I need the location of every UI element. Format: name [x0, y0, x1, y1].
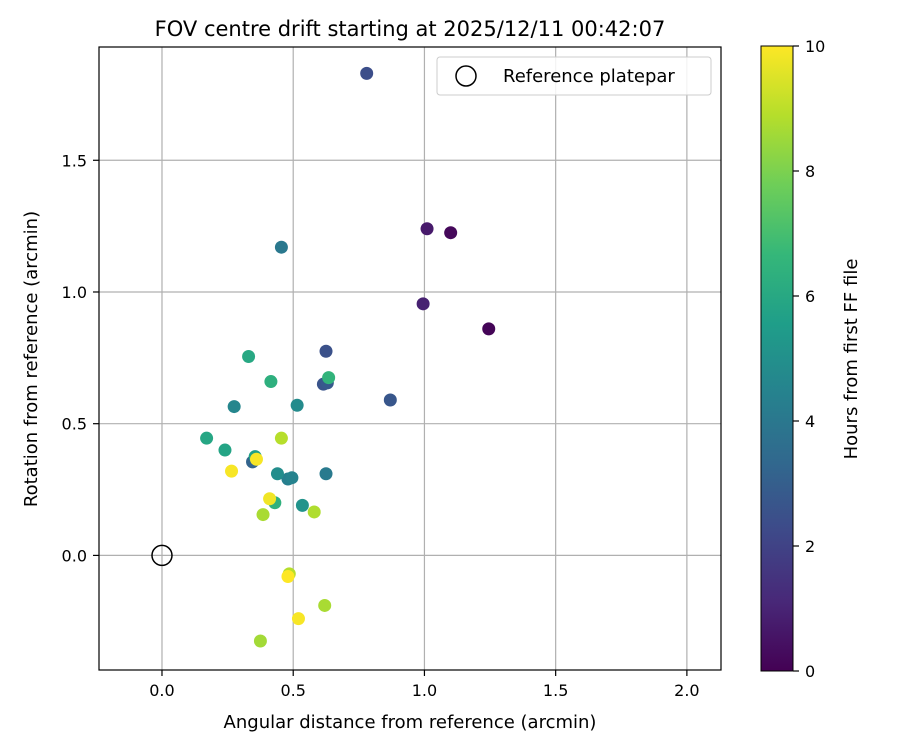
x-axis-label: Angular distance from reference (arcmin): [224, 712, 597, 733]
drift-point: [295, 498, 309, 512]
legend-reference-marker: [455, 65, 477, 87]
plot-area: [99, 47, 721, 670]
drift-point: [290, 398, 304, 412]
colorbar-tick-label: 8: [805, 162, 815, 181]
y-tick-label: 0.5: [62, 415, 87, 434]
y-axis-ticks: 0.0 0.5 1.0 1.5: [62, 151, 99, 565]
drift-point: [360, 66, 374, 80]
drift-point: [420, 222, 434, 236]
drift-point: [291, 612, 305, 626]
colorbar-tick-label: 6: [805, 287, 815, 306]
drift-point: [307, 505, 321, 519]
colorbar-ticks: 0 2 4 6 8 10: [793, 37, 825, 681]
x-tick-label: 0.0: [149, 681, 174, 700]
drift-point: [383, 393, 397, 407]
drift-point: [249, 452, 263, 466]
data-points: [200, 66, 496, 648]
y-tick-label: 0.0: [62, 546, 87, 565]
x-tick-label: 1.0: [412, 681, 437, 700]
drift-point: [225, 464, 239, 478]
colorbar-tick-label: 0: [805, 662, 815, 681]
reference-platepar-marker: [151, 544, 173, 567]
chart-title: FOV centre drift starting at 2025/12/11 …: [155, 17, 666, 41]
reference-marker-layer: [151, 544, 173, 567]
y-axis-label: Rotation from reference (arcmin): [21, 211, 42, 507]
drift-point: [322, 371, 336, 385]
x-tick-label: 2.0: [674, 681, 699, 700]
colorbar-tick-label: 4: [805, 412, 815, 431]
drift-point: [270, 467, 284, 481]
legend-box: [436, 56, 712, 96]
grid-lines: [99, 47, 721, 670]
y-tick-label: 1.0: [62, 283, 87, 302]
colorbar-label: Hours from first FF file: [841, 259, 862, 460]
colorbar: [760, 45, 794, 672]
drift-point: [218, 443, 232, 457]
drift-point: [444, 226, 458, 240]
plot-frame: [98, 46, 722, 671]
drift-point: [274, 240, 288, 254]
drift-point: [319, 467, 333, 481]
drift-point: [253, 634, 267, 648]
drift-point: [482, 322, 496, 336]
drift-point: [274, 431, 288, 445]
y-tick-label: 1.5: [62, 151, 87, 170]
drift-point: [200, 431, 214, 445]
drift-point: [281, 569, 295, 583]
drift-point: [242, 350, 256, 364]
drift-point: [264, 375, 278, 389]
legend: Reference platepar: [436, 56, 712, 96]
drift-point: [319, 344, 333, 358]
colorbar-tick-label: 2: [805, 537, 815, 556]
x-tick-label: 1.5: [543, 681, 568, 700]
legend-reference-label: Reference platepar: [503, 66, 675, 87]
drift-point: [256, 508, 270, 522]
drift-point: [227, 400, 241, 414]
colorbar-tick-label: 10: [805, 37, 825, 56]
drift-point: [318, 598, 332, 612]
drift-point: [263, 492, 277, 506]
x-tick-label: 0.5: [280, 681, 305, 700]
drift-point: [416, 297, 430, 311]
x-axis-ticks: 0.0 0.5 1.0 1.5 2.0: [149, 670, 700, 700]
drift-point: [285, 471, 299, 485]
